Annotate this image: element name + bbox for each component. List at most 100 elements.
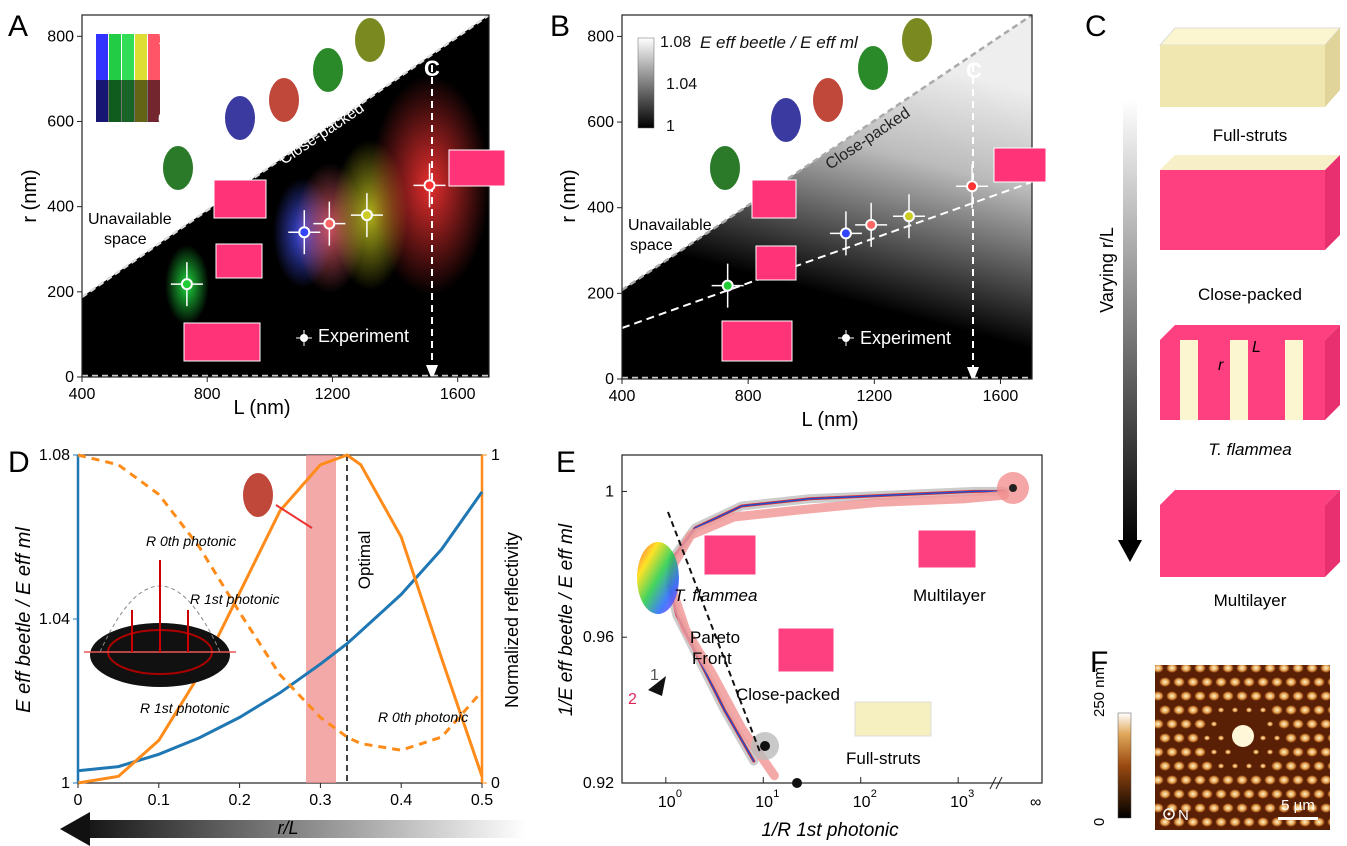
panel-b: B C 1.08 1.04 1 E eff beetle / E eff ml xyxy=(550,10,1047,431)
trend-line-b xyxy=(621,181,1033,329)
afm-bump xyxy=(1260,707,1266,713)
colorbar-a-title: R 1st photonic xyxy=(176,31,285,50)
y-tick-label: 0.96 xyxy=(583,629,614,646)
icon-closepacked-b xyxy=(751,179,797,219)
label-multilayer-e: Multilayer xyxy=(913,586,986,605)
afm-bump xyxy=(1155,803,1164,813)
block-multilayer xyxy=(1160,505,1325,577)
afm-bump xyxy=(1173,789,1185,799)
afm-bump xyxy=(1166,803,1178,813)
afm-bump xyxy=(1306,747,1318,757)
afm-bump xyxy=(1257,677,1269,687)
c-arrow-a xyxy=(426,365,438,380)
y-tick-label-right: 1 xyxy=(491,447,500,464)
afm-bump xyxy=(1215,817,1227,827)
afm-bump xyxy=(1166,665,1178,673)
afm-bump xyxy=(1271,761,1283,771)
structure-icons-a xyxy=(183,149,506,362)
axes-frame-d xyxy=(77,454,483,784)
afm-bump xyxy=(1278,691,1290,701)
afm-center-strut xyxy=(1232,725,1254,747)
label-curve-2: 2 xyxy=(628,691,637,708)
afm-bump xyxy=(1327,678,1330,686)
afm-bump xyxy=(1187,733,1199,743)
afm-bump xyxy=(1320,665,1330,673)
afm-bump xyxy=(1327,706,1330,714)
data-point xyxy=(721,279,734,292)
points-b xyxy=(711,164,989,308)
label-pareto2: Front xyxy=(692,649,732,668)
x-tick-label-inf: ∞ xyxy=(1030,794,1041,811)
afm-bump xyxy=(1306,775,1318,785)
afm-bump xyxy=(1285,705,1297,715)
afm-bump xyxy=(1229,817,1241,827)
panel-label-c: C xyxy=(1085,10,1107,43)
afm-bump xyxy=(1159,817,1171,827)
afm-bump xyxy=(1222,775,1234,785)
icon-closepacked-e xyxy=(777,627,835,673)
panel-e: E T. flammea Multilayer Pareto Front Clo… xyxy=(556,446,1043,841)
afm-bump xyxy=(1218,707,1224,713)
label-fullstruts-e: Full-struts xyxy=(846,749,921,768)
afm-bump xyxy=(1243,789,1255,799)
afm-bump xyxy=(1285,733,1297,743)
curve-label-r1: R 1st photonic xyxy=(140,700,230,716)
y-tick-label: 800 xyxy=(47,28,74,45)
afm-bump xyxy=(1299,789,1311,799)
afm-bump xyxy=(1180,691,1192,701)
geom-label-r: r xyxy=(1218,357,1224,374)
c-arrow-b xyxy=(967,367,979,382)
afm-bump xyxy=(1271,705,1283,715)
icon-tflammea-a xyxy=(215,243,263,279)
beetle-red-b xyxy=(813,78,843,122)
pareto-front-line xyxy=(667,511,761,753)
afm-bump xyxy=(1320,747,1330,757)
afm-bump xyxy=(1236,775,1248,785)
icon-tflammea-e xyxy=(703,534,757,576)
afm-bump xyxy=(1306,691,1318,701)
afm-bump xyxy=(1194,803,1206,813)
space-label-b: space xyxy=(630,237,673,254)
afm-bump xyxy=(1180,775,1192,785)
data-point xyxy=(839,227,852,240)
geom-label-L: L xyxy=(1252,339,1261,356)
y-tick-label: 0.92 xyxy=(583,775,614,792)
x-tick-exponent: 0 xyxy=(676,788,682,800)
points-a xyxy=(170,163,446,307)
icon-tflammea-big-a xyxy=(448,149,506,187)
afm-bump xyxy=(1229,677,1241,687)
afm-bump xyxy=(1299,761,1311,771)
colorbar-b: 1.08 1.04 1 E eff beetle / E eff ml xyxy=(637,33,859,135)
axes-frame-a xyxy=(81,14,490,378)
north-icon xyxy=(1163,808,1175,820)
rl-arrow-head xyxy=(60,812,90,846)
afm-bump xyxy=(1155,747,1164,757)
afm-bump xyxy=(1194,665,1206,673)
afm-bump xyxy=(1208,691,1220,701)
close-packed-line-a xyxy=(81,13,490,299)
block-closepacked-top xyxy=(1160,155,1340,170)
afm-bump xyxy=(1194,747,1206,757)
afm-bump xyxy=(1299,733,1311,743)
afm-bump xyxy=(1187,789,1199,799)
c-label-a: C xyxy=(424,56,440,81)
afm-bump xyxy=(1250,803,1262,813)
afm-bump xyxy=(1292,747,1304,757)
afm-bump xyxy=(1187,677,1199,687)
afm-bump xyxy=(1246,707,1252,713)
afm-bump xyxy=(1222,803,1234,813)
space-label-a: space xyxy=(104,231,147,248)
afm-bump xyxy=(1313,733,1325,743)
afm-scalebar-label: 5 µm xyxy=(1281,797,1315,814)
inset-disk xyxy=(90,623,230,687)
afm-colorbar xyxy=(1117,712,1132,819)
afm-bump xyxy=(1236,691,1248,701)
afm-bump xyxy=(1211,721,1217,727)
x-tick-label: 0.2 xyxy=(228,792,250,809)
label-closepacked-e: Close-packed xyxy=(736,685,840,704)
y-tick-label: 0 xyxy=(605,371,614,388)
afm-bump xyxy=(1271,789,1283,799)
afm-bump xyxy=(1159,789,1171,799)
data-point xyxy=(360,209,373,222)
afm-bump xyxy=(1285,761,1297,771)
